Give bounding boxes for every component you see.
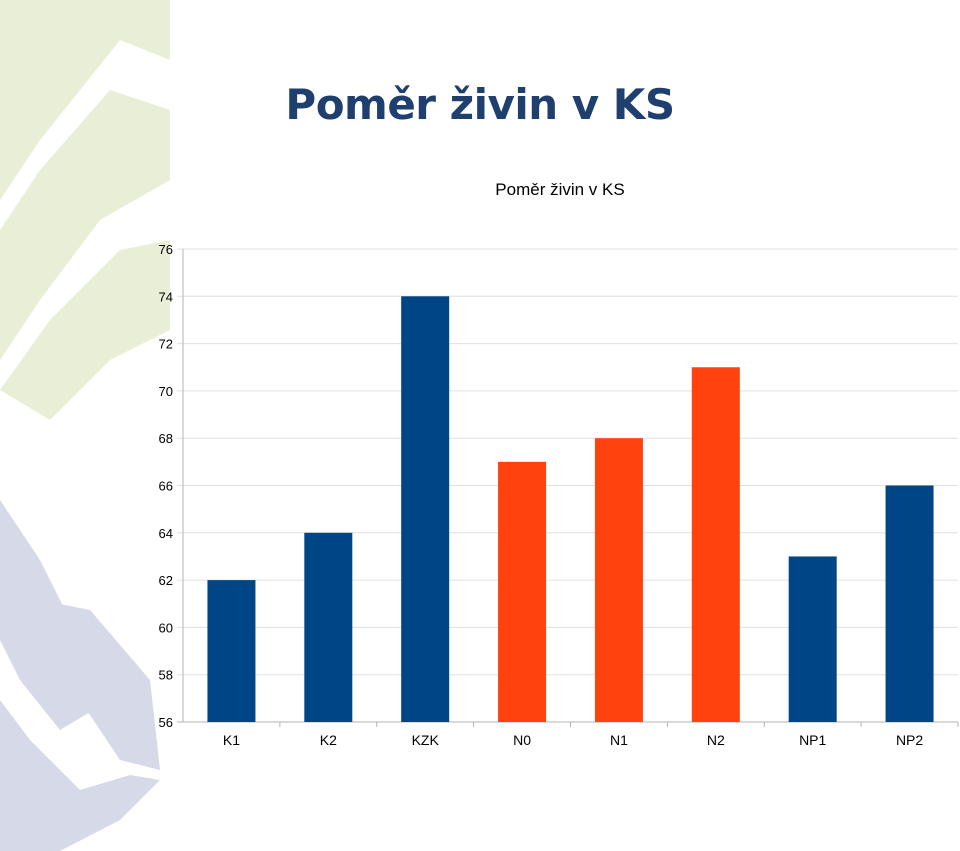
y-tick-label: 76 — [159, 242, 173, 257]
bar-k1 — [207, 580, 256, 722]
bar-kzk — [401, 296, 450, 722]
blue-lattice-decoration — [0, 500, 160, 851]
slide-title: Poměr živin v KS — [285, 80, 675, 129]
green-lattice-decoration — [0, 0, 170, 420]
y-tick-label: 64 — [159, 526, 173, 541]
x-category-label: N2 — [707, 732, 725, 748]
chart-title: Poměr živin v KS — [495, 180, 624, 199]
y-axis-ticks: 56 58 60 62 64 66 68 70 72 74 76 — [159, 242, 173, 730]
y-tick-label: 62 — [159, 573, 173, 588]
y-tick-label: 68 — [159, 431, 173, 446]
x-category-label: NP1 — [799, 732, 826, 748]
x-category-label: K1 — [223, 732, 240, 748]
bar-np2 — [885, 485, 934, 722]
y-tick-label: 72 — [159, 337, 173, 352]
x-category-label: K2 — [320, 732, 337, 748]
y-tick-label: 60 — [159, 620, 173, 635]
bar-n1 — [594, 438, 643, 722]
y-tick-label: 70 — [159, 384, 173, 399]
y-tick-label: 74 — [159, 289, 173, 304]
y-tick-label: 56 — [159, 715, 173, 730]
x-category-label: N0 — [513, 732, 531, 748]
x-axis-labels: K1 K2 KZK N0 N1 N2 NP1 NP2 — [223, 722, 959, 748]
bars — [207, 296, 934, 722]
bar-n2 — [691, 367, 740, 722]
bar-n0 — [498, 461, 547, 722]
bar-k2 — [304, 532, 353, 722]
x-category-label: NP2 — [896, 732, 923, 748]
x-category-label: N1 — [610, 732, 628, 748]
grid-lines — [177, 248, 958, 723]
x-category-label: KZK — [412, 732, 440, 748]
y-tick-label: 66 — [159, 479, 173, 494]
bar-np1 — [788, 556, 837, 722]
y-tick-label: 58 — [159, 668, 173, 683]
